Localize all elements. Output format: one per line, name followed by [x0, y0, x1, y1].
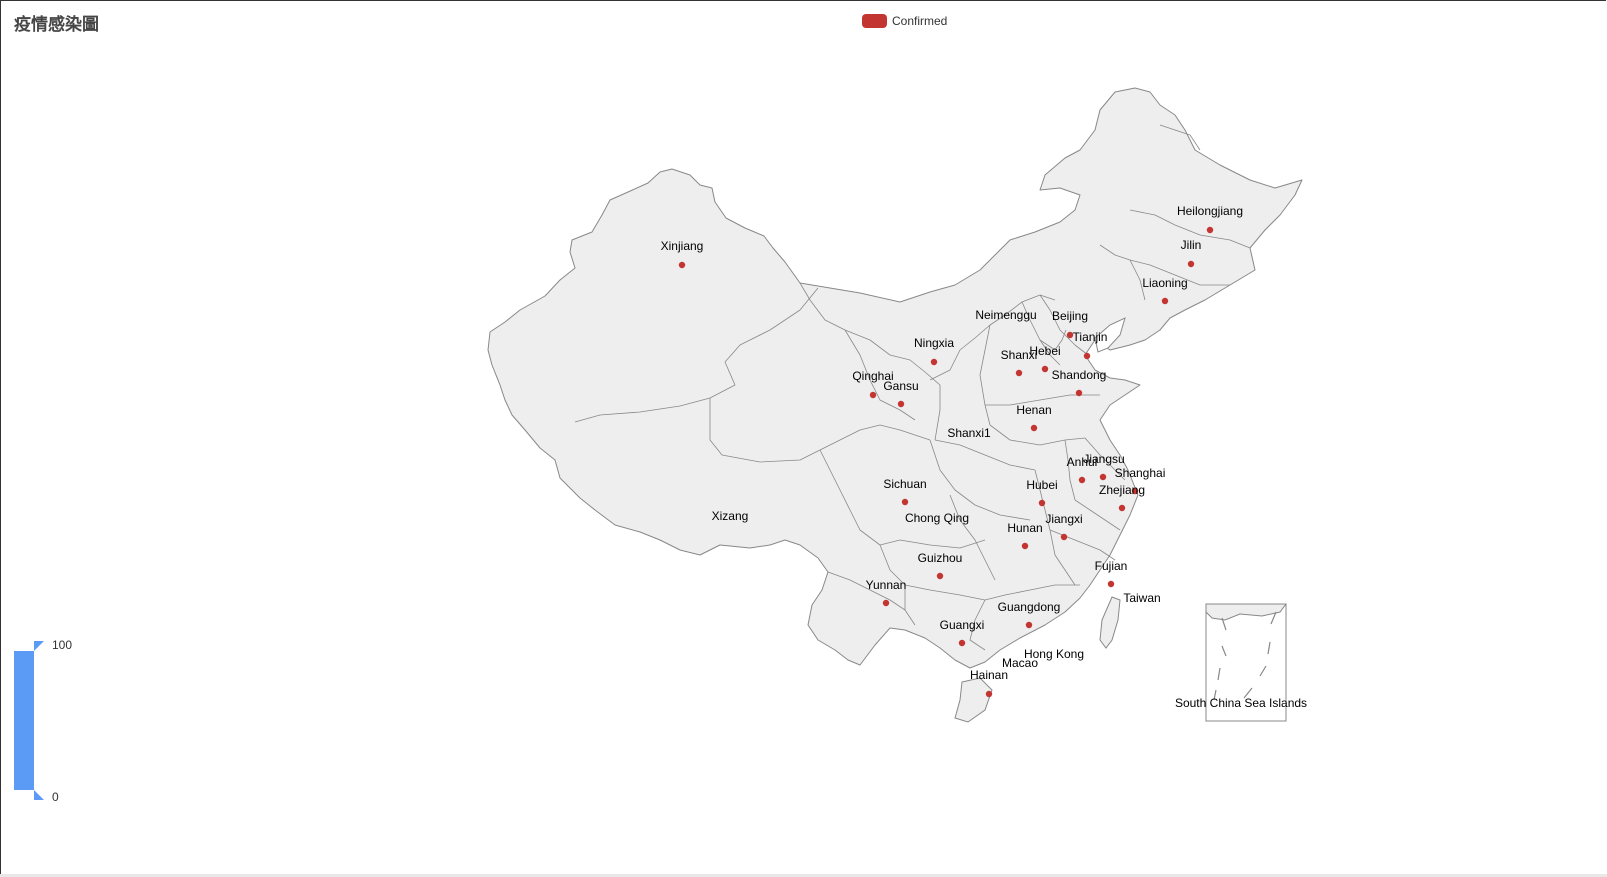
- region-label-taiwan: Taiwan: [1123, 591, 1160, 605]
- visual-map-handle-top[interactable]: [34, 641, 44, 651]
- region-label-fujian: Fujian: [1095, 559, 1128, 573]
- legend-label: Confirmed: [892, 14, 948, 28]
- region-label-chong-qing: Chong Qing: [905, 511, 969, 525]
- point-qinghai[interactable]: [869, 391, 877, 399]
- point-anhui[interactable]: [1078, 476, 1086, 484]
- point-guizhou[interactable]: [936, 572, 944, 580]
- region-label-yunnan: Yunnan: [866, 578, 907, 592]
- region-label-sichuan: Sichuan: [883, 477, 926, 491]
- region-label-xinjiang: Xinjiang: [661, 239, 704, 253]
- point-shanghai[interactable]: [1131, 487, 1139, 495]
- province-borders: [574, 124, 1251, 651]
- region-label-tianjin: Tianjin: [1073, 330, 1108, 344]
- region-label-qinghai: Qinghai: [852, 369, 893, 383]
- point-fujian[interactable]: [1107, 580, 1115, 588]
- region-label-hebei: Hebei: [1029, 344, 1060, 358]
- china-land-outline: [487, 87, 1303, 669]
- region-label-jiangsu: Jiangsu: [1083, 452, 1124, 466]
- point-yunnan[interactable]: [882, 599, 890, 607]
- region-label-guangdong: Guangdong: [998, 600, 1061, 614]
- point-ningxia[interactable]: [930, 358, 938, 366]
- point-tianjin[interactable]: [1083, 352, 1091, 360]
- bohai-sea: [1094, 317, 1126, 353]
- point-henan[interactable]: [1030, 424, 1038, 432]
- point-heilongjiang[interactable]: [1206, 226, 1214, 234]
- taiwan-island: [1099, 596, 1121, 649]
- point-gansu[interactable]: [897, 400, 905, 408]
- region-label-guangxi: Guangxi: [940, 618, 985, 632]
- region-label-shanghai: Shanghai: [1115, 466, 1166, 480]
- point-hebei[interactable]: [1041, 365, 1049, 373]
- region-label-ningxia: Ningxia: [914, 336, 954, 350]
- south-china-sea-coast: [1205, 603, 1287, 621]
- nine-dash-lines: [1213, 611, 1277, 701]
- region-label-shanxi: Shanxi: [1001, 348, 1038, 362]
- point-hainan[interactable]: [985, 690, 993, 698]
- region-label-neimenggu: Neimenggu: [975, 308, 1036, 322]
- chart-title: 疫情感染圖: [14, 15, 99, 35]
- region-label-jiangxi: Jiangxi: [1045, 512, 1082, 526]
- visual-map-bar[interactable]: [14, 651, 34, 790]
- region-label-hubei: Hubei: [1026, 478, 1057, 492]
- region-label-macao: Macao: [1002, 656, 1038, 670]
- region-label-xizang: Xizang: [712, 509, 749, 523]
- region-label-gansu: Gansu: [883, 379, 918, 393]
- point-hubei[interactable]: [1038, 499, 1046, 507]
- region-label-hong-kong: Hong Kong: [1024, 647, 1084, 661]
- region-label-guizhou: Guizhou: [918, 551, 963, 565]
- region-label-hunan: Hunan: [1007, 521, 1042, 535]
- points-layer: [678, 226, 1214, 698]
- point-jiangsu[interactable]: [1099, 473, 1107, 481]
- point-guangxi[interactable]: [958, 639, 966, 647]
- bottom-strip: [0, 874, 1607, 877]
- region-label-heilongjiang: Heilongjiang: [1177, 204, 1243, 218]
- point-shanxi[interactable]: [1015, 369, 1023, 377]
- point-jiangxi[interactable]: [1060, 533, 1068, 541]
- visual-map-min-label: 0: [52, 790, 59, 804]
- visual-map-handle-bottom[interactable]: [34, 790, 44, 800]
- visual-map-max-label: 100: [52, 638, 73, 652]
- point-liaoning[interactable]: [1161, 297, 1169, 305]
- region-label-liaoning: Liaoning: [1142, 276, 1187, 290]
- point-zhejiang[interactable]: [1118, 504, 1126, 512]
- point-hunan[interactable]: [1021, 542, 1029, 550]
- region-label-henan: Henan: [1016, 403, 1051, 417]
- hainan-island: [954, 677, 993, 723]
- region-label-hainan: Hainan: [970, 668, 1008, 682]
- point-guangdong[interactable]: [1025, 621, 1033, 629]
- point-beijing[interactable]: [1066, 331, 1074, 339]
- legend-swatch: [862, 14, 887, 28]
- region-label-shandong: Shandong: [1052, 368, 1107, 382]
- region-label-zhejiang: Zhejiang: [1099, 483, 1145, 497]
- legend-item-confirmed[interactable]: Confirmed: [862, 13, 947, 29]
- region-label-shanxi1: Shanxi1: [947, 426, 991, 440]
- point-shandong[interactable]: [1075, 389, 1083, 397]
- point-xinjiang[interactable]: [678, 261, 686, 269]
- region-label-jilin: Jilin: [1181, 238, 1202, 252]
- region-label-beijing: Beijing: [1052, 309, 1088, 323]
- point-jilin[interactable]: [1187, 260, 1195, 268]
- point-sichuan[interactable]: [901, 498, 909, 506]
- region-label-south-china-sea-islands: South China Sea Islands: [1175, 696, 1307, 710]
- region-label-anhui: Anhui: [1067, 455, 1098, 469]
